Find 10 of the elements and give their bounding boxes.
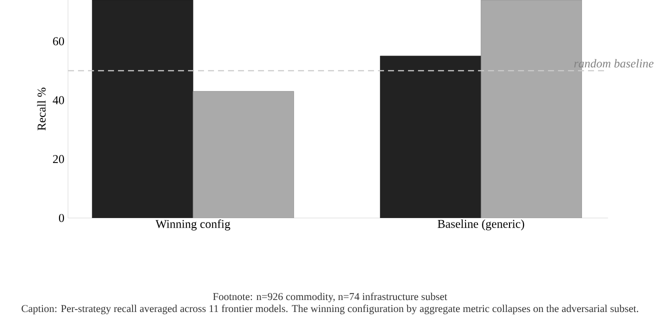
x-tick-label: Baseline (generic) [438,220,524,230]
bar [192,91,294,218]
y-axis-title: Recall % [37,88,46,130]
y-tick-label: 0 [58,214,64,222]
x-tick-label: Winning config [156,220,230,231]
y-tick-label: 20 [53,155,64,164]
text: Caption: Per-strategy recall averaged across 11 frontier models. The winning configuration by aggregate metric collapses on the adversarial subset. [22,304,638,314]
y-tick-label: 40 [52,96,64,104]
y-tick-label: 60 [53,37,64,46]
text: Footnote: n=926 commodity, n=74 infrastructure subset [213,292,448,302]
